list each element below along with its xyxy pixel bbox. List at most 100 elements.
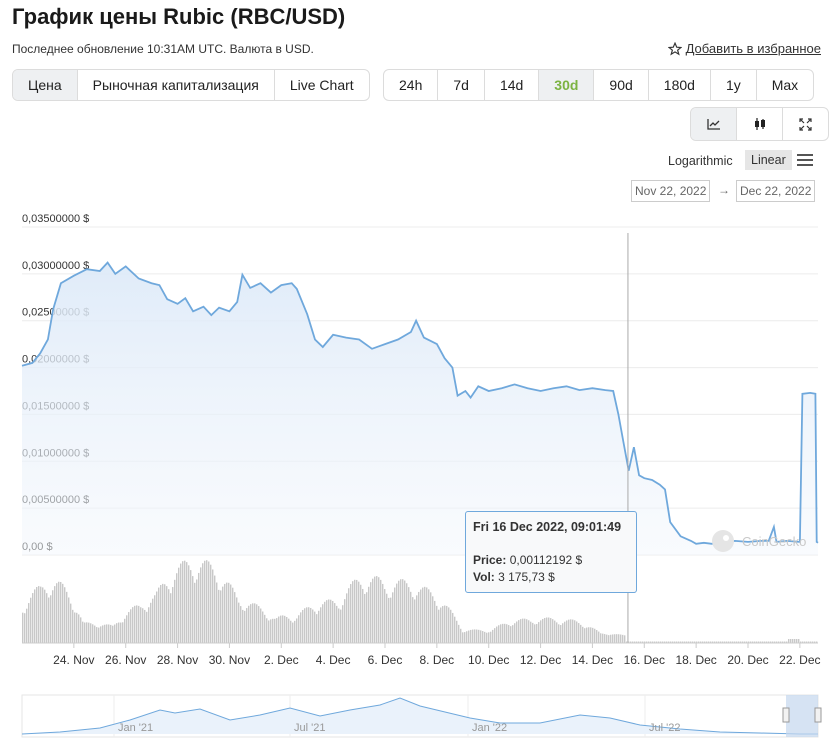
candlestick-chart-button[interactable] xyxy=(737,108,783,140)
volume-bar xyxy=(716,641,718,643)
volume-bar xyxy=(744,641,746,643)
volume-bar xyxy=(516,621,518,643)
volume-bar xyxy=(318,610,320,643)
volume-bar xyxy=(492,629,494,643)
volume-bar xyxy=(218,589,220,643)
volume-bar xyxy=(654,641,656,643)
volume-bar xyxy=(382,583,384,643)
volume-bar xyxy=(154,595,156,643)
volume-bar xyxy=(538,622,540,643)
tab-live-chart[interactable]: Live Chart xyxy=(289,77,354,93)
volume-bar xyxy=(500,624,502,643)
volume-bar xyxy=(306,607,308,643)
range-24h[interactable]: 24h xyxy=(384,70,439,100)
volume-bar xyxy=(652,641,654,643)
volume-bar xyxy=(728,641,730,643)
volume-bar xyxy=(402,579,404,643)
volume-bar xyxy=(582,626,584,643)
tooltip-vol-row: Vol: 3 175,73 $ xyxy=(473,570,555,584)
volume-bar xyxy=(508,625,510,643)
volume-bar xyxy=(188,565,190,643)
volume-bar xyxy=(362,588,364,643)
price-area xyxy=(22,262,818,555)
volume-bar xyxy=(388,597,390,643)
volume-bar xyxy=(56,583,58,643)
fullscreen-button[interactable] xyxy=(783,108,828,140)
volume-bar xyxy=(298,615,300,643)
volume-bar xyxy=(130,609,132,643)
range-90d[interactable]: 90d xyxy=(594,70,649,100)
volume-bar xyxy=(352,581,354,643)
range-1y[interactable]: 1y xyxy=(711,70,757,100)
volume-bar xyxy=(780,641,782,643)
volume-bar xyxy=(244,610,246,643)
volume-bar xyxy=(84,622,86,643)
volume-bar xyxy=(148,607,150,643)
volume-bar xyxy=(242,609,244,643)
volume-bar xyxy=(776,641,778,643)
volume-bar xyxy=(274,618,276,643)
volume-bar xyxy=(490,631,492,643)
volume-bar xyxy=(604,634,606,643)
volume-bar xyxy=(238,602,240,643)
volume-bar xyxy=(618,634,620,643)
volume-bar xyxy=(462,632,464,643)
volume-bar xyxy=(134,605,136,643)
volume-bar xyxy=(600,633,602,643)
volume-bar xyxy=(190,570,192,643)
x-tick-label: 18. Dec xyxy=(675,653,716,667)
volume-bar xyxy=(184,560,186,643)
volume-bar xyxy=(212,569,214,643)
tab-price[interactable]: Цена xyxy=(13,70,78,100)
volume-bar xyxy=(42,587,44,643)
volume-bar xyxy=(108,624,110,643)
range-180d[interactable]: 180d xyxy=(649,70,711,100)
svg-text:Jul '22: Jul '22 xyxy=(649,722,680,734)
range-7d[interactable]: 7d xyxy=(438,70,485,100)
range-14d[interactable]: 14d xyxy=(485,70,540,100)
volume-bar xyxy=(596,630,598,643)
volume-bar xyxy=(556,622,558,643)
volume-bar xyxy=(480,630,482,643)
volume-bar xyxy=(88,622,90,643)
volume-bar xyxy=(732,641,734,643)
volume-bar xyxy=(228,582,230,643)
volume-bar xyxy=(314,611,316,643)
volume-bar xyxy=(514,623,516,643)
linear-scale-button[interactable]: Linear xyxy=(745,150,792,170)
x-tick-label: 6. Dec xyxy=(368,653,403,667)
volume-bar xyxy=(642,641,644,643)
add-to-favorites-link[interactable]: Добавить в избранное xyxy=(667,41,821,56)
range-30d[interactable]: 30d xyxy=(539,70,595,100)
chart-menu-icon[interactable] xyxy=(797,154,813,169)
range-max[interactable]: Max xyxy=(771,77,799,93)
volume-bar xyxy=(416,595,418,643)
logarithmic-scale-button[interactable]: Logarithmic xyxy=(668,154,733,168)
volume-bar xyxy=(800,641,802,643)
volume-bar xyxy=(710,641,712,643)
navigator-selection[interactable] xyxy=(786,695,818,737)
volume-bar xyxy=(354,579,356,643)
navigator-handle-right[interactable] xyxy=(814,707,822,723)
volume-bar xyxy=(116,623,118,643)
volume-bar xyxy=(146,611,148,643)
volume-bar xyxy=(360,584,362,643)
tab-market-cap[interactable]: Рыночная капитализация xyxy=(78,70,275,100)
volume-bar xyxy=(80,617,82,643)
date-to-input[interactable]: Dec 22, 2022 xyxy=(736,180,816,202)
navigator[interactable]: Jan '21 Jul '21 Jan '22 Jul '22 xyxy=(21,694,822,738)
line-chart-button[interactable] xyxy=(691,108,737,140)
price-chart[interactable]: 0,00 $0,00500000 $0,01000000 $0,01500000… xyxy=(0,210,837,753)
volume-bar xyxy=(316,614,318,643)
volume-bar xyxy=(686,641,688,643)
volume-bar xyxy=(752,641,754,643)
navigator-handle-left[interactable] xyxy=(782,707,790,723)
volume-bar xyxy=(526,619,528,643)
volume-bar xyxy=(168,589,170,643)
volume-bar xyxy=(150,602,152,643)
volume-bar xyxy=(810,641,812,643)
volume-bar xyxy=(260,608,262,643)
volume-bar xyxy=(126,615,128,643)
volume-bar xyxy=(194,582,196,643)
date-from-input[interactable]: Nov 22, 2022 xyxy=(631,180,711,202)
